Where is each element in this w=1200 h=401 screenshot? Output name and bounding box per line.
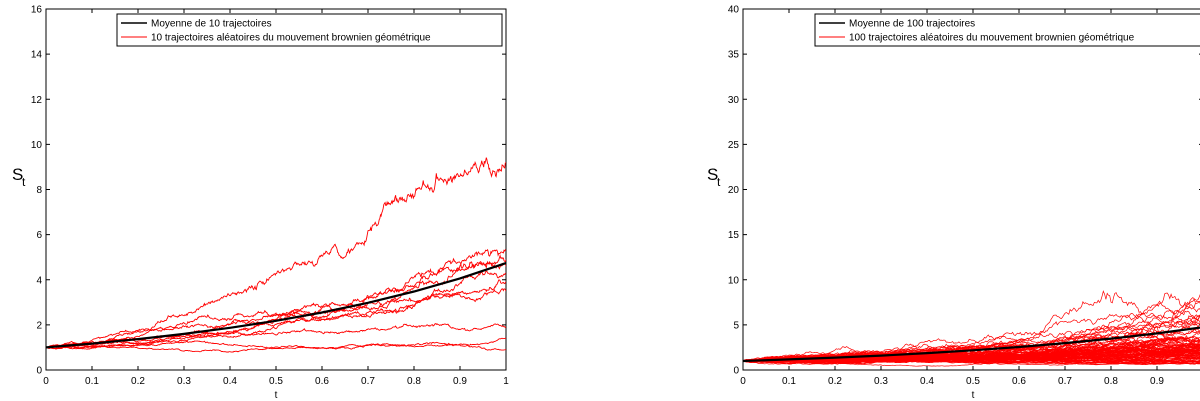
trajectory-line: [46, 248, 506, 348]
x-tick-label: 0.1: [85, 376, 99, 387]
legend-label: 10 trajectoires aléatoires du mouvement …: [151, 33, 431, 44]
y-tick-label: 14: [31, 50, 43, 61]
legend-label: 100 trajectoires aléatoires du mouvement…: [849, 33, 1135, 44]
legend-box: [814, 13, 1200, 47]
trajectory-line: [743, 336, 1200, 362]
x-tick-label: 0.5: [966, 376, 980, 387]
mean-line: [46, 262, 506, 349]
x-tick-label: 0.7: [361, 376, 375, 387]
x-tick-label: 0.8: [407, 376, 421, 387]
y-tick-label: 0: [36, 366, 42, 377]
y-tick-label: 20: [728, 185, 740, 196]
x-tick-label: 0.3: [874, 376, 888, 387]
trajectory-line: [743, 293, 1200, 362]
legend: Moyenne de 10 trajectoires 10 trajectoire…: [116, 13, 503, 47]
y-tick-label: 12: [31, 95, 43, 106]
x-tick-label: 0.3: [177, 376, 191, 387]
y-tick-label: 2: [36, 320, 42, 331]
x-axis-label: t: [972, 390, 975, 401]
x-tick-label: 1: [503, 376, 509, 387]
y-axis-label: S: [12, 165, 23, 184]
trajectory-line: [743, 354, 1200, 365]
trajectory-line: [743, 347, 1200, 364]
y-tick-label: 0: [733, 366, 739, 377]
y-tick-label: 40: [728, 5, 740, 16]
y-tick-label: 4: [36, 275, 42, 286]
y-axis-label-subscript: t: [22, 175, 26, 189]
legend-label: Moyenne de 10 trajectoires: [151, 19, 272, 30]
legend-box: [116, 13, 503, 47]
trajectory-line: [46, 337, 506, 350]
y-tick-label: 35: [728, 50, 740, 61]
y-tick-label: 5: [733, 320, 739, 331]
x-tick-label: 0.2: [131, 376, 145, 387]
x-tick-label: 0.4: [920, 376, 934, 387]
x-tick-label: 0.6: [315, 376, 329, 387]
chart-left: 0 0.1 0.2 0.3 0.4 0.5 0.6 0.7 0.8 0.9 102468101214…: [12, 5, 509, 401]
y-tick-label: 16: [31, 5, 43, 16]
x-tick-label: 0.8: [1104, 376, 1118, 387]
trajectory-line: [46, 323, 506, 349]
x-tick-label: 0.4: [223, 376, 237, 387]
mean-line: [743, 326, 1200, 363]
x-axis-label: t: [275, 390, 278, 401]
x-tick-label: 0.2: [828, 376, 842, 387]
y-axis-label: S: [707, 165, 718, 184]
trajectory-line: [743, 352, 1200, 362]
x-tick-label: 0.5: [269, 376, 283, 387]
trajectory-line: [743, 358, 1200, 365]
y-tick-label: 25: [728, 140, 740, 151]
y-tick-label: 6: [36, 230, 42, 241]
x-tick-label: 0: [43, 376, 49, 387]
trajectory-line: [46, 260, 506, 349]
x-tick-label: 0.1: [782, 376, 796, 387]
x-tick-label: 0.6: [1012, 376, 1026, 387]
x-tick-label: 0.9: [453, 376, 467, 387]
plot-area: [742, 8, 1200, 371]
y-tick-label: 30: [728, 95, 740, 106]
plot-area: [45, 8, 507, 371]
trajectories: [46, 157, 506, 353]
legend-label: Moyenne de 100 trajectoires: [849, 19, 975, 30]
y-axis-label-subscript: t: [717, 175, 721, 189]
y-tick-label: 15: [728, 230, 740, 241]
trajectories: [743, 290, 1200, 367]
trajectory-line: [46, 341, 506, 353]
x-tick-label: 0: [740, 376, 746, 387]
chart-right: 0 0.1 0.2 0.3 0.4 0.5 0.6 0.7 0.8 0.9 0 5 10 15 20 25 30…: [707, 5, 1200, 401]
y-tick-label: 10: [31, 140, 43, 151]
y-tick-label: 8: [36, 185, 42, 196]
y-tick-label: 10: [728, 275, 740, 286]
legend: Moyenne de 100 trajectoires 100 trajectoi…: [814, 13, 1200, 47]
trajectory-line: [743, 332, 1200, 365]
x-tick-label: 0.7: [1058, 376, 1072, 387]
x-tick-label: 0.9: [1150, 376, 1164, 387]
